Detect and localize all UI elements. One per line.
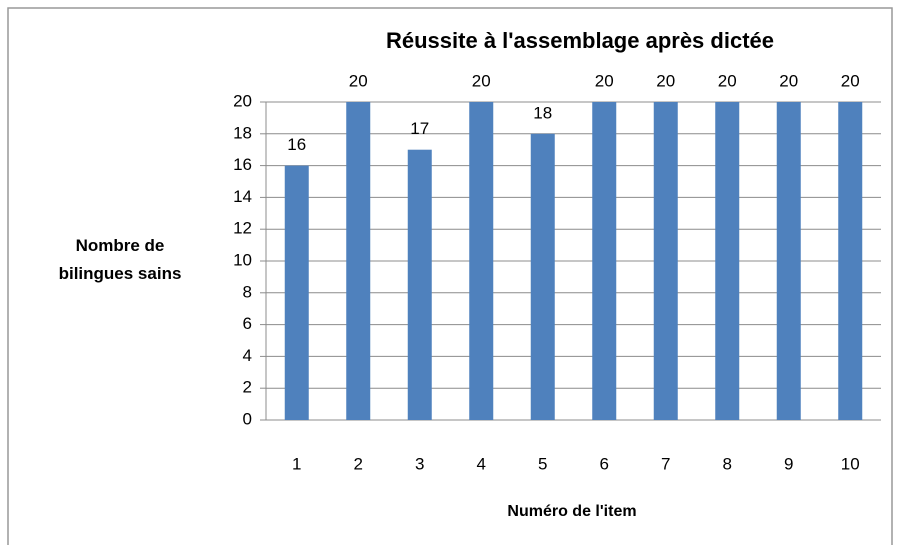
y-tick-label: 20 bbox=[233, 91, 252, 110]
y-tick-label: 12 bbox=[233, 219, 252, 238]
y-tick-label: 14 bbox=[233, 187, 252, 206]
y-tick-label: 18 bbox=[233, 123, 252, 142]
y-tick-label: 10 bbox=[233, 250, 252, 269]
x-tick-label: 10 bbox=[841, 454, 860, 473]
data-label: 17 bbox=[410, 119, 429, 138]
data-label: 20 bbox=[656, 71, 675, 90]
bar bbox=[284, 165, 309, 420]
data-label: 18 bbox=[533, 103, 552, 122]
x-tick-label: 3 bbox=[415, 454, 424, 473]
y-tick-label: 16 bbox=[233, 155, 252, 174]
data-label: 16 bbox=[287, 135, 306, 154]
x-tick-label: 8 bbox=[723, 454, 732, 473]
y-tick-label: 6 bbox=[243, 314, 252, 333]
x-tick-label: 4 bbox=[477, 454, 486, 473]
bar bbox=[346, 102, 371, 420]
x-tick-label: 6 bbox=[600, 454, 609, 473]
data-label: 20 bbox=[472, 71, 491, 90]
bar bbox=[715, 102, 740, 420]
x-tick-label: 1 bbox=[292, 454, 301, 473]
chart-title: Réussite à l'assemblage après dictée bbox=[386, 28, 774, 53]
data-label: 20 bbox=[841, 71, 860, 90]
bar bbox=[592, 102, 617, 420]
bar bbox=[776, 102, 801, 420]
data-label: 20 bbox=[595, 71, 614, 90]
bar bbox=[653, 102, 678, 420]
bar bbox=[469, 102, 494, 420]
y-tick-label: 0 bbox=[243, 409, 252, 428]
chart-frame bbox=[7, 7, 893, 545]
y-tick-label: 2 bbox=[243, 378, 252, 397]
bar bbox=[407, 149, 432, 420]
y-tick-label: 4 bbox=[243, 346, 252, 365]
bar bbox=[530, 133, 555, 421]
bar bbox=[838, 102, 863, 420]
data-label: 20 bbox=[349, 71, 368, 90]
x-tick-label: 9 bbox=[784, 454, 793, 473]
x-tick-label: 2 bbox=[354, 454, 363, 473]
x-tick-label: 7 bbox=[661, 454, 670, 473]
y-tick-label: 8 bbox=[243, 282, 252, 301]
data-label: 20 bbox=[779, 71, 798, 90]
y-axis-title: Nombre de bilingues sains bbox=[58, 236, 182, 283]
data-label: 20 bbox=[718, 71, 737, 90]
x-tick-label: 5 bbox=[538, 454, 547, 473]
x-axis-title: Numéro de l'item bbox=[507, 503, 636, 520]
